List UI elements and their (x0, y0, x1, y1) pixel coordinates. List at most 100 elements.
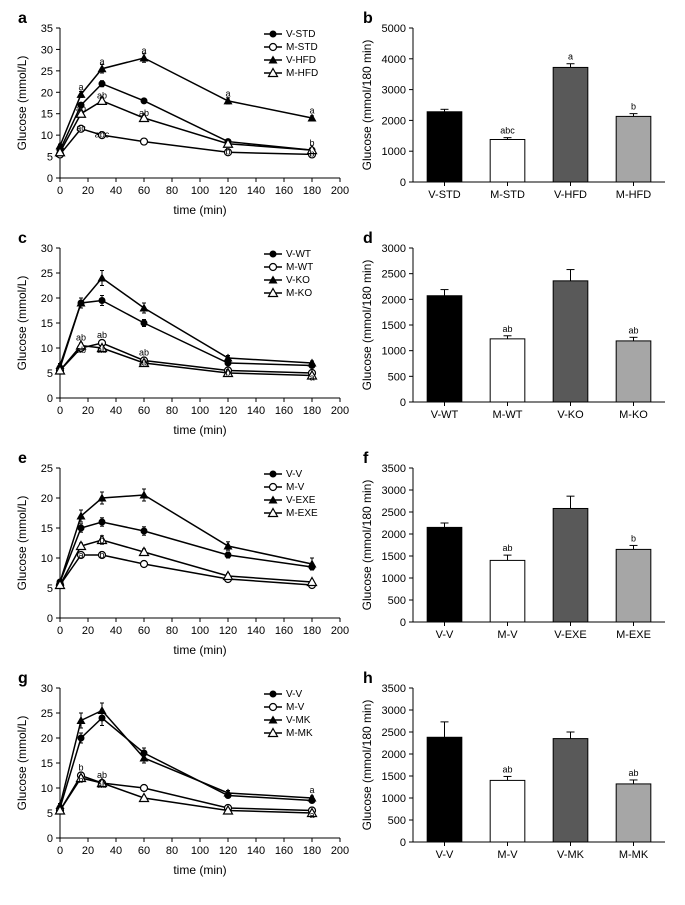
svg-text:b: b (99, 550, 104, 560)
svg-text:80: 80 (166, 625, 178, 637)
svg-text:200: 200 (331, 625, 349, 637)
panel-label-h: h (363, 670, 373, 688)
svg-text:30: 30 (41, 44, 53, 56)
panel-label-c: c (18, 230, 27, 248)
svg-text:ab: ab (76, 345, 86, 355)
svg-text:20: 20 (41, 293, 53, 305)
svg-text:2000: 2000 (382, 529, 406, 541)
svg-text:a: a (78, 82, 83, 92)
svg-text:25: 25 (41, 463, 53, 475)
svg-text:V-STD: V-STD (286, 29, 315, 40)
svg-text:5: 5 (47, 583, 53, 595)
svg-text:Glucose (mmol/180 min): Glucose (mmol/180 min) (360, 700, 374, 831)
svg-text:180: 180 (303, 845, 321, 857)
svg-text:M-STD: M-STD (490, 189, 525, 201)
panel-b: b010002000300040005000Glucose (mmol/180 … (355, 10, 675, 220)
svg-text:0: 0 (47, 393, 53, 405)
svg-text:500: 500 (388, 371, 406, 383)
panel-g: g020406080100120140160180200051015202530… (10, 670, 350, 880)
svg-text:2000: 2000 (382, 115, 406, 127)
svg-text:V-EXE: V-EXE (286, 495, 316, 506)
svg-text:V-KO: V-KO (286, 275, 310, 286)
svg-text:10: 10 (41, 130, 53, 142)
svg-text:b: b (309, 149, 314, 159)
svg-text:10: 10 (41, 343, 53, 355)
svg-text:a: a (225, 89, 230, 99)
svg-text:20: 20 (41, 493, 53, 505)
svg-text:80: 80 (166, 185, 178, 197)
svg-text:5: 5 (47, 152, 53, 164)
svg-text:a: a (141, 46, 146, 56)
panel-e: e0204060801001201401601802000510152025ti… (10, 450, 350, 660)
svg-text:V-KO: V-KO (557, 409, 584, 421)
svg-text:80: 80 (166, 405, 178, 417)
figure-grid: a020406080100120140160180200051015202530… (10, 10, 675, 880)
svg-text:200: 200 (331, 405, 349, 417)
svg-text:time (min): time (min) (173, 203, 226, 217)
svg-text:35: 35 (41, 23, 53, 35)
svg-text:M-V: M-V (286, 702, 305, 713)
svg-text:100: 100 (191, 845, 209, 857)
svg-text:M-V: M-V (286, 482, 305, 493)
svg-text:0: 0 (57, 405, 63, 417)
svg-text:160: 160 (275, 185, 293, 197)
svg-text:Glucose (mmol/L): Glucose (mmol/L) (15, 716, 29, 811)
svg-text:M-MK: M-MK (286, 728, 313, 739)
svg-text:140: 140 (247, 845, 265, 857)
svg-text:V-WT: V-WT (431, 409, 459, 421)
svg-text:20: 20 (41, 87, 53, 99)
svg-text:V-V: V-V (436, 849, 454, 861)
svg-text:time (min): time (min) (173, 643, 226, 657)
svg-text:V-STD: V-STD (428, 189, 460, 201)
panel-d: d050010001500200025003000Glucose (mmol/1… (355, 230, 675, 440)
svg-text:b: b (631, 102, 636, 112)
svg-text:0: 0 (47, 173, 53, 185)
svg-text:25: 25 (41, 708, 53, 720)
svg-text:b: b (99, 535, 104, 545)
panel-label-d: d (363, 230, 373, 248)
svg-text:0: 0 (400, 617, 406, 629)
svg-text:0: 0 (57, 845, 63, 857)
svg-text:5000: 5000 (382, 23, 406, 35)
svg-text:b: b (631, 533, 636, 543)
svg-text:40: 40 (110, 845, 122, 857)
svg-text:Glucose (mmol/L): Glucose (mmol/L) (15, 496, 29, 591)
svg-text:500: 500 (388, 815, 406, 827)
svg-text:10: 10 (41, 553, 53, 565)
svg-text:1500: 1500 (382, 551, 406, 563)
svg-text:ab: ab (76, 333, 86, 343)
svg-text:a: a (309, 373, 314, 383)
svg-text:ab: ab (97, 330, 107, 340)
panel-label-b: b (363, 10, 373, 28)
panel-a: a020406080100120140160180200051015202530… (10, 10, 350, 220)
svg-text:120: 120 (219, 185, 237, 197)
svg-text:0: 0 (57, 625, 63, 637)
svg-text:2500: 2500 (382, 727, 406, 739)
svg-text:140: 140 (247, 625, 265, 637)
svg-text:180: 180 (303, 185, 321, 197)
svg-text:160: 160 (275, 625, 293, 637)
svg-text:160: 160 (275, 845, 293, 857)
svg-text:3000: 3000 (382, 485, 406, 497)
svg-text:a: a (99, 56, 104, 66)
svg-text:20: 20 (82, 845, 94, 857)
svg-text:0: 0 (57, 185, 63, 197)
svg-text:3500: 3500 (382, 683, 406, 695)
svg-text:M-STD: M-STD (286, 42, 318, 53)
svg-text:V-HFD: V-HFD (286, 55, 316, 66)
svg-text:60: 60 (138, 625, 150, 637)
svg-text:M-HFD: M-HFD (616, 189, 651, 201)
svg-text:80: 80 (166, 845, 178, 857)
svg-text:500: 500 (388, 595, 406, 607)
svg-text:2000: 2000 (382, 749, 406, 761)
svg-text:3000: 3000 (382, 243, 406, 255)
svg-text:b: b (78, 775, 83, 785)
svg-text:100: 100 (191, 405, 209, 417)
svg-text:Glucose (mmol/L): Glucose (mmol/L) (15, 276, 29, 371)
svg-text:ab: ab (628, 768, 638, 778)
svg-text:M-HFD: M-HFD (286, 68, 318, 79)
svg-text:a: a (78, 550, 83, 560)
svg-text:M-EXE: M-EXE (616, 629, 651, 641)
svg-text:1500: 1500 (382, 320, 406, 332)
svg-text:4000: 4000 (382, 54, 406, 66)
